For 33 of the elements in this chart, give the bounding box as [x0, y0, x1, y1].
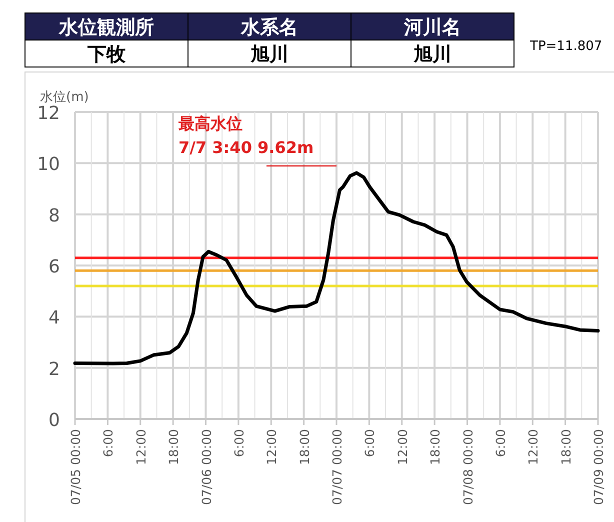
text: TP=11.807: [529, 39, 602, 54]
annotation: 最高水位 7/7 3:40 9.62m: [177, 114, 314, 157]
y-tick-label: 2: [48, 358, 60, 380]
x-tick-label: 18:00: [166, 428, 182, 466]
x-tick-label: 07/09 00:00: [591, 428, 606, 506]
x-tick-label: 07/06 00:00: [198, 428, 214, 506]
x-tick-label: 6:00: [492, 428, 508, 458]
x-tick-label: 07/08 00:00: [460, 428, 476, 506]
x-tick-label: 07/05 00:00: [68, 428, 83, 506]
x-tick-label: 6:00: [100, 428, 116, 458]
text: 旭川: [412, 44, 452, 66]
x-tick-label: 12:00: [264, 428, 280, 466]
y-tick-label: 6: [48, 256, 60, 278]
y-tick-label: 0: [48, 410, 60, 431]
x-tick-label: 18:00: [296, 428, 312, 466]
x-tick-label: 12:00: [133, 428, 148, 466]
x-tick-label: 12:00: [394, 428, 410, 466]
x-tick-label: 6:00: [362, 428, 378, 458]
x-tick-label: 18:00: [558, 428, 574, 466]
y-tick-label: 4: [48, 308, 60, 329]
x-tick-label: 6:00: [231, 428, 246, 458]
text: 下牧: [86, 44, 126, 66]
text: 旭川: [250, 44, 288, 66]
y-tick-label: 8: [48, 205, 60, 226]
y-axis-title: 水位(m): [40, 90, 89, 105]
text: 水位観測所: [58, 16, 154, 38]
text: 水系名: [240, 16, 298, 38]
x-tick-label: 07/07 00:00: [330, 428, 344, 506]
y-tick-label: 10: [37, 154, 60, 176]
y-tick-label: 12: [37, 103, 60, 124]
text: 河川名: [403, 16, 461, 38]
x-tick-label: 18:00: [428, 428, 443, 466]
x-tick-label: 12:00: [526, 428, 541, 466]
